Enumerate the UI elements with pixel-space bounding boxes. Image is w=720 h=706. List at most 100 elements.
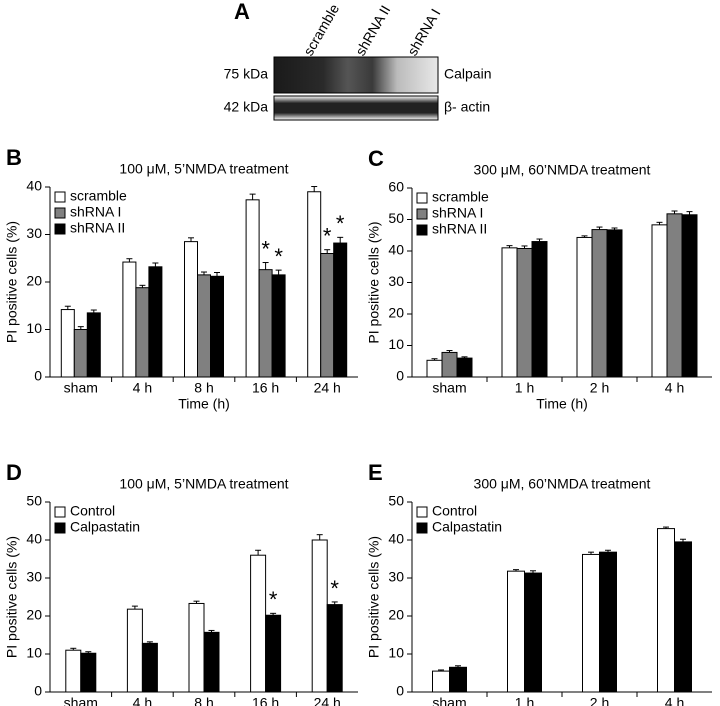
bar <box>524 572 542 693</box>
bar <box>122 261 137 378</box>
panel-label: D <box>6 460 22 485</box>
bar <box>250 554 267 693</box>
bar <box>245 199 260 378</box>
bar <box>333 242 348 378</box>
y-tick-label: 50 <box>388 210 404 226</box>
x-tick-label: sham <box>64 380 98 396</box>
y-tick-label: 40 <box>26 178 42 194</box>
bar <box>606 229 623 378</box>
y-tick-label: 30 <box>26 225 42 241</box>
bar <box>507 570 525 693</box>
bar <box>80 652 97 693</box>
bar <box>666 213 683 378</box>
bar <box>426 359 443 378</box>
bar <box>141 642 158 693</box>
y-tick-label: 20 <box>26 607 42 623</box>
bar <box>60 309 75 378</box>
y-tick-label: 30 <box>388 569 404 585</box>
x-tick-label: 16 h <box>252 695 279 706</box>
legend-label: shRNA II <box>70 220 125 236</box>
y-tick-label: 20 <box>388 607 404 623</box>
size-label: 42 kDa <box>224 99 269 115</box>
x-tick-label: 4 h <box>133 380 152 396</box>
legend-label: shRNA I <box>70 204 121 220</box>
bar <box>501 247 518 378</box>
bar <box>265 614 282 693</box>
legend-swatch <box>416 506 428 518</box>
legend-swatch <box>416 522 428 534</box>
bar <box>184 241 198 378</box>
x-tick-label: 8 h <box>194 695 213 706</box>
legend-label: scramble <box>70 188 127 204</box>
bar <box>258 269 273 378</box>
x-tick-label: 8 h <box>194 380 213 396</box>
y-tick-label: 20 <box>26 273 42 289</box>
protein-label: β- actin <box>444 99 490 115</box>
legend-label: shRNA II <box>432 221 487 237</box>
chart-title: 300 μM, 60’NMDA treatment <box>474 476 651 492</box>
bar <box>651 224 668 378</box>
y-tick-label: 40 <box>388 531 404 547</box>
y-axis-label: PI positive cells (%) <box>366 536 382 658</box>
y-tick-label: 60 <box>388 179 404 195</box>
significance-label: * <box>330 576 339 601</box>
legend-label: Control <box>70 503 115 519</box>
chart-title: 100 μM, 5’NMDA treatment <box>119 476 288 492</box>
bar <box>210 275 224 378</box>
bar <box>441 351 458 378</box>
y-tick-label: 10 <box>26 320 42 336</box>
bar <box>674 541 692 693</box>
x-tick-label: 4 h <box>665 380 684 396</box>
protein-label: Calpain <box>444 66 491 82</box>
y-tick-label: 0 <box>396 683 404 699</box>
blot-panel: A scramble shRNA II shRNA I 75 kDa 42 kD… <box>224 0 491 121</box>
y-tick-label: 0 <box>34 368 42 384</box>
bar <box>591 229 608 378</box>
lane-label: shRNA I <box>404 6 444 58</box>
y-tick-label: 50 <box>26 493 42 509</box>
legend-label: scramble <box>432 189 489 205</box>
bar <box>576 236 593 378</box>
bar <box>307 191 322 378</box>
bar <box>197 274 211 378</box>
bar <box>657 528 675 693</box>
bar <box>148 266 163 378</box>
significance-label: * <box>261 236 270 261</box>
bar <box>73 329 88 378</box>
y-tick-label: 30 <box>26 569 42 585</box>
legend-label: Control <box>432 503 477 519</box>
legend-swatch <box>54 207 66 219</box>
legend-swatch <box>416 192 428 204</box>
chart-title: 100 μM, 5’NMDA treatment <box>119 161 288 177</box>
blot-band <box>273 95 439 121</box>
legend-swatch <box>54 522 66 534</box>
bar <box>516 247 533 378</box>
bar <box>126 608 143 693</box>
panel-label: E <box>368 460 383 485</box>
bar <box>320 253 335 378</box>
legend-label: shRNA I <box>432 205 483 221</box>
panel-label: A <box>234 0 250 24</box>
x-tick-label: 24 h <box>314 695 341 706</box>
x-tick-label: 2 h <box>590 695 609 706</box>
bar <box>135 287 150 378</box>
legend-swatch <box>54 223 66 235</box>
size-label: 75 kDa <box>224 66 269 82</box>
x-axis-label: Time (h) <box>178 396 230 412</box>
x-tick-label: sham <box>432 695 466 706</box>
y-axis-label: PI positive cells (%) <box>366 221 382 343</box>
blot-band <box>273 56 439 94</box>
legend-swatch <box>416 224 428 236</box>
x-tick-label: 1 h <box>515 380 534 396</box>
x-tick-label: sham <box>64 695 98 706</box>
bar <box>582 553 600 693</box>
y-tick-label: 40 <box>26 531 42 547</box>
bar <box>311 539 328 693</box>
panel-label: B <box>6 145 22 170</box>
lane-label: scramble <box>300 1 342 58</box>
bar <box>86 312 101 378</box>
chart-title: 300 μM, 60’NMDA treatment <box>474 162 651 178</box>
y-axis-label: PI positive cells (%) <box>4 536 20 658</box>
